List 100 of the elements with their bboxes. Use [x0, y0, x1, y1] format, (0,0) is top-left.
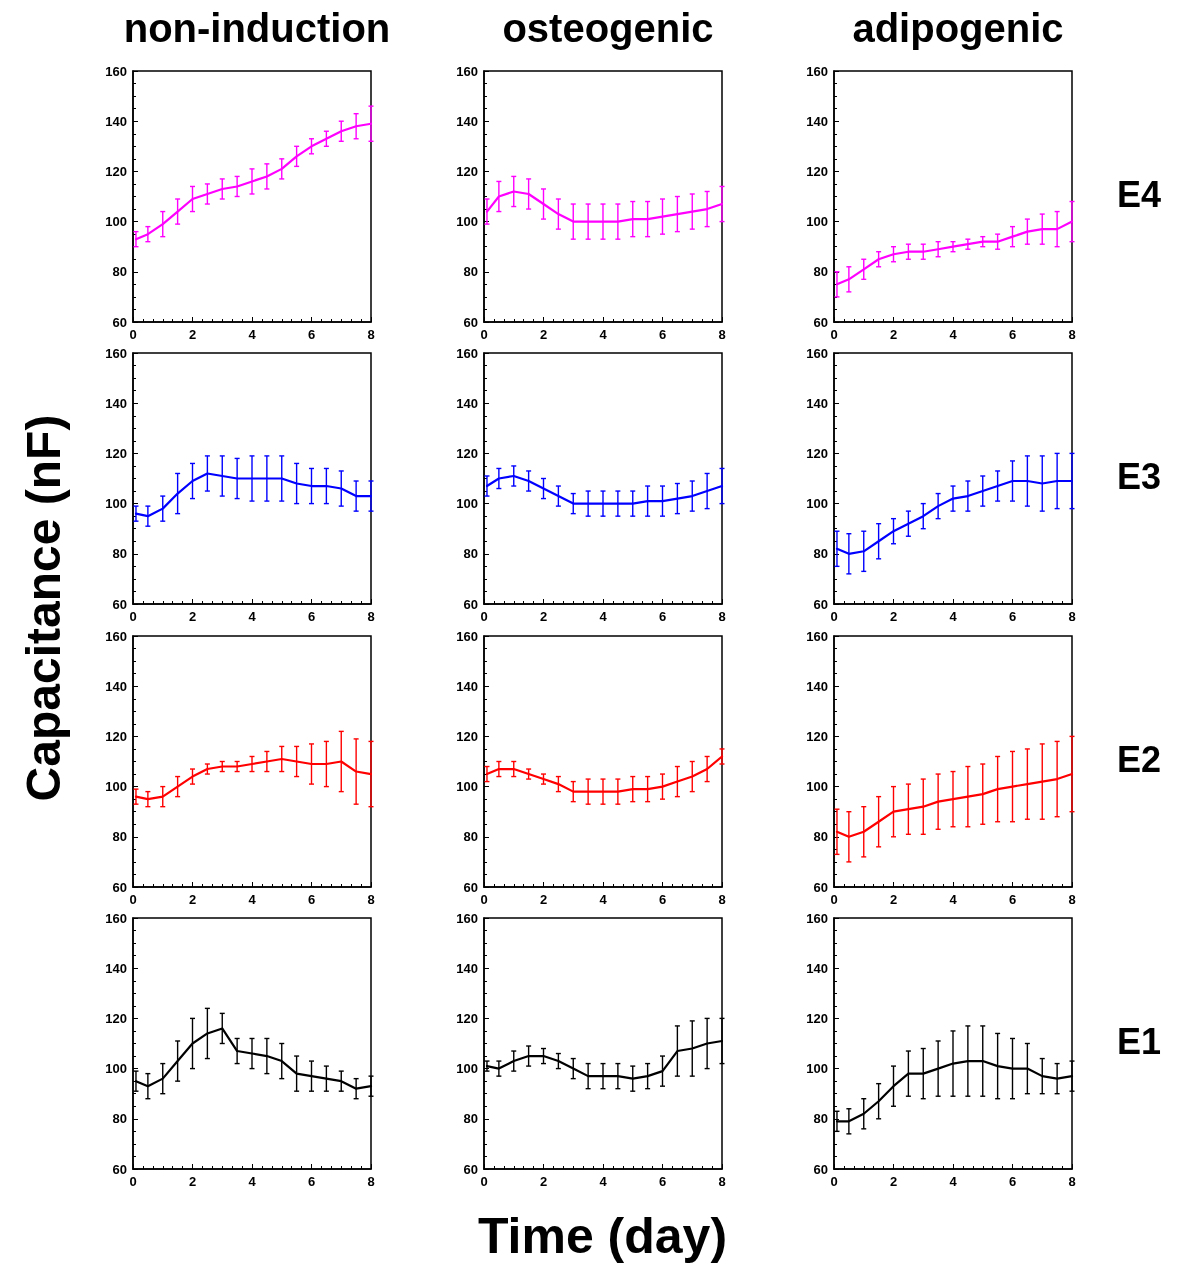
x-tick-label: 0 — [830, 609, 838, 625]
x-tick-label: 8 — [367, 891, 375, 907]
y-tick-label: 160 — [806, 628, 828, 644]
x-tick-label: 8 — [1068, 327, 1076, 342]
y-tick-label: 160 — [105, 910, 127, 926]
x-tick-label: 4 — [598, 327, 607, 342]
y-tick-label: 60 — [463, 1161, 478, 1177]
y-tick-label: 60 — [463, 596, 478, 612]
y-axis-title: Capacitance (nF) — [15, 414, 71, 802]
x-tick-label: 6 — [658, 1173, 666, 1189]
y-tick-label: 60 — [813, 1161, 828, 1177]
y-tick-label: 120 — [105, 1010, 127, 1026]
x-tick-label: 4 — [248, 609, 257, 625]
x-tick-label: 2 — [188, 327, 197, 342]
y-tick-label: 60 — [112, 879, 127, 895]
y-tick-label: 100 — [806, 214, 828, 230]
y-tick-label: 60 — [112, 1161, 127, 1177]
y-tick-label: 160 — [105, 345, 127, 361]
y-tick-label: 80 — [112, 264, 127, 280]
y-tick-label: 160 — [455, 910, 478, 926]
x-tick-label: 6 — [658, 891, 666, 907]
x-tick-label: 8 — [717, 1173, 726, 1189]
x-tick-label: 2 — [889, 1173, 898, 1189]
x-tick-label: 0 — [479, 1173, 488, 1189]
x-tick-label: 0 — [129, 891, 137, 907]
y-tick-label: 100 — [455, 778, 478, 794]
x-tick-label: 8 — [717, 327, 726, 342]
y-tick-label: 80 — [463, 264, 478, 280]
y-tick-label: 160 — [806, 345, 828, 361]
y-tick-label: 100 — [105, 496, 127, 512]
x-tick-label: 4 — [248, 327, 257, 342]
x-tick-label: 8 — [1068, 609, 1076, 625]
y-tick-label: 100 — [806, 778, 828, 794]
y-tick-label: 80 — [463, 828, 478, 844]
text: E2 — [1117, 738, 1162, 780]
x-tick-label: 2 — [889, 891, 898, 907]
x-tick-label: 4 — [248, 891, 257, 907]
x-tick-label: 6 — [307, 1173, 316, 1189]
x-tick-label: 2 — [889, 609, 898, 625]
y-tick-label: 140 — [105, 396, 127, 411]
y-tick-label: 80 — [463, 1111, 478, 1127]
x-tick-label: 0 — [479, 609, 488, 625]
x-tick-label: 8 — [1068, 1173, 1076, 1189]
y-tick-label: 80 — [813, 1111, 828, 1127]
x-tick-label: 0 — [830, 1173, 838, 1189]
y-tick-label: 160 — [806, 910, 828, 926]
y-tick-label: 120 — [455, 728, 478, 744]
x-tick-label: 4 — [248, 1173, 257, 1189]
x-tick-label: 8 — [717, 891, 726, 907]
x-tick-label: 0 — [830, 327, 838, 342]
text: E3 — [1117, 456, 1162, 498]
x-tick-label: 0 — [129, 609, 137, 625]
x-tick-label: 2 — [188, 1173, 197, 1189]
y-tick-label: 140 — [455, 678, 478, 694]
y-tick-label: 160 — [806, 63, 828, 79]
x-tick-label: 4 — [949, 327, 958, 342]
y-tick-label: 120 — [806, 446, 828, 462]
x-tick-label: 8 — [367, 1173, 375, 1189]
y-tick-label: 140 — [455, 960, 478, 976]
y-tick-label: 120 — [806, 1010, 828, 1026]
x-tick-label: 0 — [479, 891, 488, 907]
text: E1 — [1117, 1020, 1162, 1062]
y-tick-label: 60 — [813, 314, 828, 330]
x-tick-label: 4 — [598, 1173, 607, 1189]
y-tick-label: 120 — [806, 728, 828, 744]
y-tick-label: 140 — [806, 396, 828, 411]
x-tick-label: 2 — [539, 327, 547, 342]
y-tick-label: 60 — [813, 879, 828, 895]
x-tick-label: 4 — [949, 891, 958, 907]
chart-title: osteogenic — [501, 6, 714, 50]
y-tick-label: 80 — [813, 828, 828, 844]
x-tick-label: 6 — [1008, 609, 1017, 625]
y-tick-label: 80 — [813, 264, 828, 280]
x-tick-label: 6 — [307, 891, 316, 907]
y-tick-label: 120 — [105, 728, 127, 744]
x-tick-label: 2 — [188, 609, 197, 625]
x-tick-label: 2 — [539, 609, 547, 625]
x-tick-label: 0 — [129, 327, 137, 342]
x-tick-label: 0 — [479, 327, 488, 342]
chart-title: non-induction — [123, 6, 391, 50]
y-tick-label: 100 — [105, 1060, 127, 1076]
y-tick-label: 140 — [806, 678, 828, 694]
x-tick-label: 2 — [188, 891, 197, 907]
y-tick-label: 60 — [112, 596, 127, 612]
y-tick-label: 100 — [806, 1060, 828, 1076]
y-tick-label: 160 — [455, 345, 478, 361]
x-tick-label: 2 — [889, 327, 898, 342]
y-tick-label: 140 — [105, 960, 127, 976]
x-tick-label: 6 — [658, 327, 666, 342]
y-tick-label: 120 — [455, 1010, 478, 1026]
x-tick-label: 8 — [367, 327, 375, 342]
y-tick-label: 160 — [455, 63, 478, 79]
y-tick-label: 60 — [813, 596, 828, 612]
y-tick-label: 140 — [806, 960, 828, 976]
x-tick-label: 8 — [367, 609, 375, 625]
x-tick-label: 0 — [129, 1173, 137, 1189]
x-tick-label: 8 — [1068, 891, 1076, 907]
y-tick-label: 140 — [105, 113, 127, 129]
x-tick-label: 4 — [949, 1173, 958, 1189]
x-tick-label: 8 — [717, 609, 726, 625]
